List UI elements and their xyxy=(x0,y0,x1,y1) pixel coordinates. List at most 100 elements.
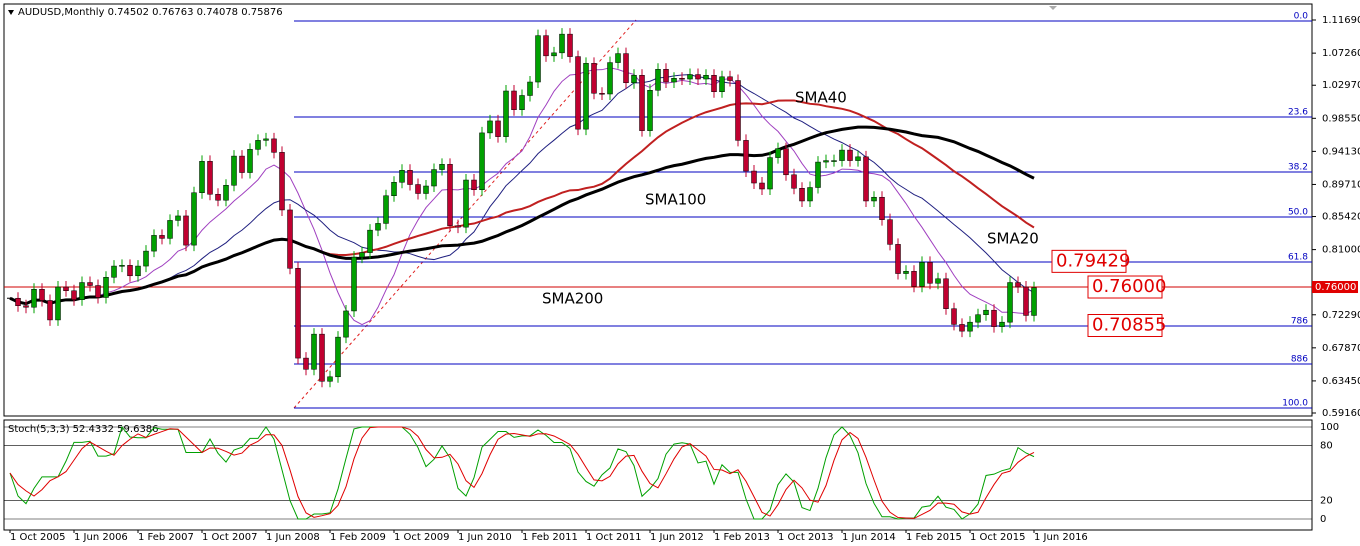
candle xyxy=(855,156,861,161)
x-tick-label: 1 Jun 2014 xyxy=(842,532,896,543)
candle xyxy=(231,155,237,186)
candle xyxy=(463,179,469,228)
candle xyxy=(47,300,53,321)
candle xyxy=(319,333,325,382)
y-tick-label: 0.63450 xyxy=(1322,376,1360,387)
candle xyxy=(239,155,245,173)
candle xyxy=(1023,286,1029,316)
fib-label: 61.8 xyxy=(1288,253,1308,263)
candle xyxy=(63,286,69,292)
x-tick-label: 1 Feb 2007 xyxy=(138,532,194,543)
candle xyxy=(1031,287,1037,316)
candle xyxy=(647,90,653,131)
candle xyxy=(559,33,565,54)
candle xyxy=(343,310,349,338)
candle xyxy=(39,289,45,301)
y-tick-label: 1.07260 xyxy=(1322,48,1360,59)
candle xyxy=(895,244,901,274)
candle xyxy=(935,278,941,284)
stoch-panel xyxy=(3,419,1313,531)
candle xyxy=(759,182,765,190)
candle xyxy=(671,78,677,83)
candle xyxy=(183,215,189,246)
stoch-line xyxy=(9,426,1035,519)
y-tick-label: 1.11690 xyxy=(1322,15,1360,26)
candle xyxy=(735,80,741,141)
y-tick-label: 0.67870 xyxy=(1322,343,1360,354)
candle xyxy=(575,56,581,130)
price-box-frame xyxy=(1087,275,1163,299)
price-box: 0.76000 xyxy=(1087,275,1166,299)
price-box-label: 0.79429 xyxy=(1056,250,1130,271)
candle xyxy=(359,252,365,258)
candle xyxy=(407,170,413,185)
fib-label: 50.0 xyxy=(1288,207,1308,217)
stoch-tick-label: 20 xyxy=(1320,496,1333,507)
fib-label: 23.6 xyxy=(1288,108,1308,118)
x-tick-label: 1 Jun 2016 xyxy=(1034,532,1088,543)
candle xyxy=(567,33,573,57)
x-tick-label: 1 Oct 2013 xyxy=(778,532,833,543)
candle xyxy=(695,74,701,80)
candle xyxy=(687,74,693,80)
candle xyxy=(31,289,37,308)
price-box: 0.70855 xyxy=(1087,314,1166,338)
candle xyxy=(679,78,685,80)
x-tick-label: 1 Jun 2006 xyxy=(74,532,128,543)
candle xyxy=(527,81,533,96)
fib-label: 786 xyxy=(1291,316,1308,326)
candle xyxy=(303,357,309,370)
candle xyxy=(847,149,853,161)
sma-label: SMA200 xyxy=(542,290,603,308)
price-tag xyxy=(1312,281,1358,294)
candle xyxy=(943,278,949,309)
candle xyxy=(23,305,29,308)
candle xyxy=(999,321,1005,327)
y-tick-label: 0.72290 xyxy=(1322,310,1360,321)
price-box-label: 0.76000 xyxy=(1092,276,1166,297)
candle xyxy=(927,262,933,284)
candle xyxy=(991,309,997,327)
x-tick-label: 1 Feb 2015 xyxy=(906,532,962,543)
fib-label: 886 xyxy=(1291,354,1308,364)
shift-marker xyxy=(1049,6,1057,10)
candle xyxy=(951,308,957,325)
candle xyxy=(103,277,109,298)
candle xyxy=(383,195,389,224)
stoch-tick-label: 0 xyxy=(1320,514,1326,525)
candle xyxy=(839,149,845,161)
candle xyxy=(815,161,821,188)
stoch-title: Stoch(5,3,3) 52.4332 59.6386 xyxy=(8,424,159,435)
candle xyxy=(375,223,381,231)
candle xyxy=(727,76,733,81)
candle xyxy=(327,376,333,382)
y-tick-label: 0.81000 xyxy=(1322,245,1360,256)
candle xyxy=(167,220,173,239)
candle xyxy=(247,149,253,173)
candle xyxy=(807,187,813,202)
stoch-tick-label: 100 xyxy=(1320,422,1339,433)
candle xyxy=(335,336,341,378)
candle xyxy=(639,75,645,131)
candle xyxy=(911,271,917,287)
candle xyxy=(119,265,125,267)
candle xyxy=(191,192,197,246)
candle xyxy=(511,90,517,110)
candle xyxy=(95,285,101,298)
candle xyxy=(823,160,829,163)
candle xyxy=(535,35,541,83)
candle xyxy=(87,282,93,286)
candle xyxy=(655,69,661,91)
candle xyxy=(703,75,709,80)
candle xyxy=(967,321,973,332)
x-tick-label: 1 Oct 2005 xyxy=(10,532,65,543)
candle xyxy=(831,160,837,162)
y-tick-label: 0.85420 xyxy=(1322,212,1360,223)
price-box-frame xyxy=(1087,314,1163,338)
candle xyxy=(863,156,869,202)
fib-label: 38.2 xyxy=(1288,163,1308,173)
sma-label: SMA100 xyxy=(645,191,706,209)
candle xyxy=(55,286,61,321)
candle xyxy=(879,196,885,220)
candle xyxy=(1007,282,1013,323)
